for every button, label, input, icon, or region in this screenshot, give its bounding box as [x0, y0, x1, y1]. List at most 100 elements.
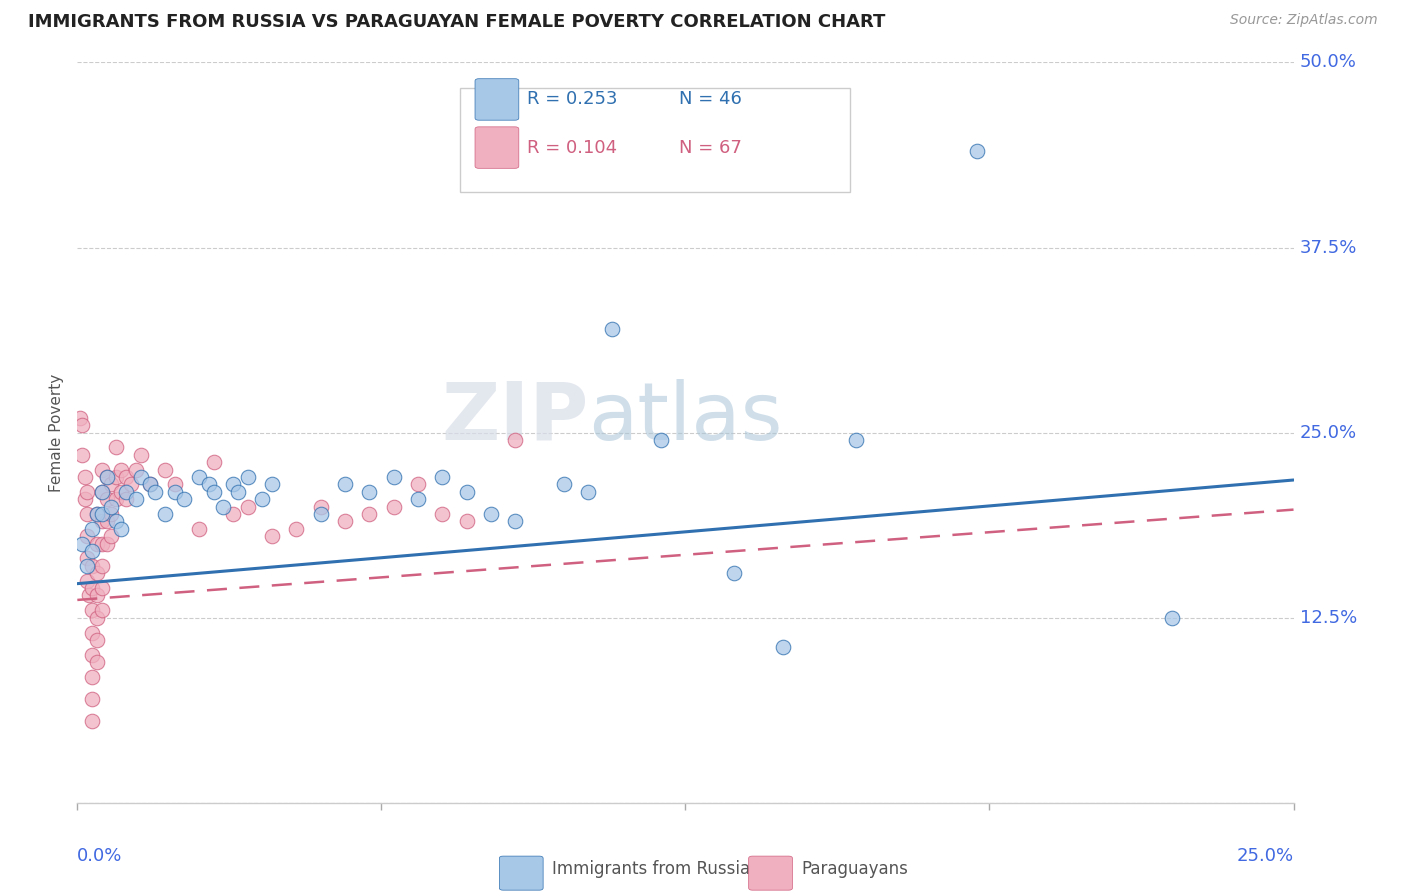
Point [236, 500, 259, 514]
Point [309, 500, 332, 514]
Point [70, 448, 93, 462]
Point [503, 433, 526, 447]
Point [96, 536, 118, 550]
Point [86, 536, 108, 550]
Point [153, 462, 176, 476]
Point [382, 470, 405, 484]
Point [80, 544, 103, 558]
Point [772, 640, 794, 655]
Point [1161, 610, 1184, 624]
Point [115, 492, 138, 507]
Point [222, 507, 245, 521]
Point [80, 625, 103, 640]
Point [143, 484, 166, 499]
Y-axis label: Female Poverty: Female Poverty [49, 374, 65, 491]
Point [333, 477, 356, 491]
Point [250, 492, 273, 507]
Point [80, 714, 103, 729]
Point [76, 529, 98, 543]
FancyBboxPatch shape [475, 78, 519, 120]
Point [90, 484, 112, 499]
Point [115, 470, 138, 484]
Point [86, 507, 108, 521]
Point [553, 477, 575, 491]
Text: N = 46: N = 46 [679, 90, 742, 109]
Text: N = 67: N = 67 [679, 138, 742, 157]
Point [105, 470, 128, 484]
Point [96, 492, 118, 507]
Point [359, 484, 381, 499]
Point [430, 470, 453, 484]
Point [602, 322, 624, 336]
Text: 12.5%: 12.5% [1299, 608, 1357, 627]
FancyBboxPatch shape [748, 856, 793, 890]
Point [309, 507, 332, 521]
Point [90, 484, 112, 499]
Point [70, 536, 93, 550]
Point [260, 529, 283, 543]
Point [226, 484, 249, 499]
Point [86, 589, 108, 603]
Point [173, 492, 195, 507]
Point [202, 455, 225, 469]
Point [456, 484, 478, 499]
Point [80, 581, 103, 595]
Point [966, 145, 988, 159]
Point [76, 558, 98, 573]
Point [222, 477, 245, 491]
Point [503, 515, 526, 529]
Point [115, 484, 138, 499]
Point [163, 484, 186, 499]
Point [80, 558, 103, 573]
Point [650, 433, 672, 447]
Text: 50.0%: 50.0% [1299, 54, 1357, 71]
Point [100, 507, 122, 521]
Point [163, 477, 186, 491]
Point [86, 566, 108, 581]
Point [90, 603, 112, 617]
Point [105, 515, 128, 529]
Point [430, 507, 453, 521]
Point [120, 477, 142, 491]
Point [90, 515, 112, 529]
Point [236, 470, 259, 484]
Point [79, 589, 101, 603]
Point [90, 536, 112, 550]
Point [90, 507, 112, 521]
Point [76, 574, 98, 588]
Point [96, 515, 118, 529]
Point [406, 492, 429, 507]
Text: Immigrants from Russia: Immigrants from Russia [551, 861, 749, 879]
Point [723, 566, 745, 581]
Text: Source: ZipAtlas.com: Source: ZipAtlas.com [1230, 13, 1378, 28]
Point [139, 477, 162, 491]
Point [359, 507, 381, 521]
Point [285, 522, 308, 536]
Point [76, 507, 98, 521]
Point [80, 522, 103, 536]
Point [333, 515, 356, 529]
Text: 25.0%: 25.0% [1236, 847, 1294, 865]
Text: 0.0%: 0.0% [77, 847, 122, 865]
Point [80, 692, 103, 706]
Point [129, 470, 152, 484]
Point [90, 462, 112, 476]
Point [456, 515, 478, 529]
Point [86, 610, 108, 624]
Point [110, 522, 132, 536]
Point [110, 462, 132, 476]
Text: R = 0.253: R = 0.253 [527, 90, 617, 109]
Point [382, 500, 405, 514]
Point [406, 477, 429, 491]
Point [76, 484, 98, 499]
Text: ZIP: ZIP [441, 379, 588, 457]
Text: atlas: atlas [588, 379, 783, 457]
FancyBboxPatch shape [475, 127, 519, 169]
FancyBboxPatch shape [460, 88, 849, 192]
Point [80, 603, 103, 617]
Point [86, 632, 108, 647]
Point [105, 492, 128, 507]
Point [70, 418, 93, 433]
Point [212, 500, 235, 514]
Text: R = 0.104: R = 0.104 [527, 138, 617, 157]
